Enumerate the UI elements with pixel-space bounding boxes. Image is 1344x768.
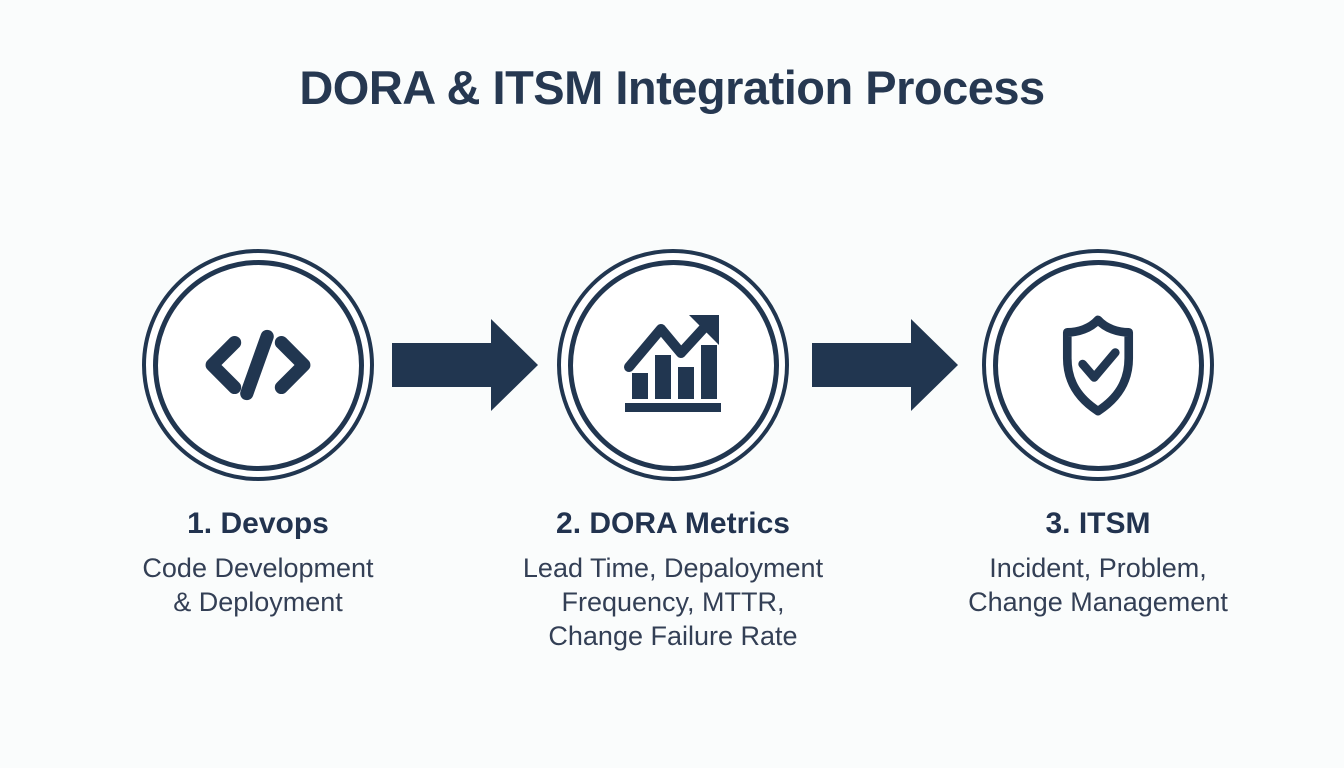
process-step-itsm: 3. ITSM Incident, Problem, Change Manage…	[898, 249, 1298, 619]
shield-check-icon	[1062, 315, 1134, 416]
bar-chart-trend-icon	[624, 315, 721, 412]
step-circle	[557, 249, 789, 481]
step-subtitle: Code Development & Deployment	[142, 553, 374, 617]
step-title: 3. ITSM	[1045, 507, 1151, 540]
code-icon	[205, 329, 311, 401]
step-subtitle: Incident, Problem, Change Management	[968, 553, 1228, 617]
step-circle	[142, 249, 374, 481]
flow-arrow-icon	[812, 319, 958, 411]
page-title: DORA & ITSM Integration Process	[299, 61, 1045, 114]
step-circle	[982, 249, 1214, 481]
step-title: 2. DORA Metrics	[556, 507, 790, 540]
process-step-devops: 1. Devops Code Development & Deployment	[58, 249, 458, 619]
step-title: 1. Devops	[187, 507, 329, 540]
step-circle-inner-ring	[152, 259, 364, 471]
step-circle-inner-ring	[992, 259, 1204, 471]
step-circle-inner-ring	[567, 259, 779, 471]
process-step-dora-metrics: 2. DORA Metrics Lead Time, Depaloyment F…	[473, 249, 873, 653]
step-subtitle: Lead Time, Depaloyment Frequency, MTTR, …	[522, 553, 824, 651]
flow-arrow-icon	[392, 319, 538, 411]
